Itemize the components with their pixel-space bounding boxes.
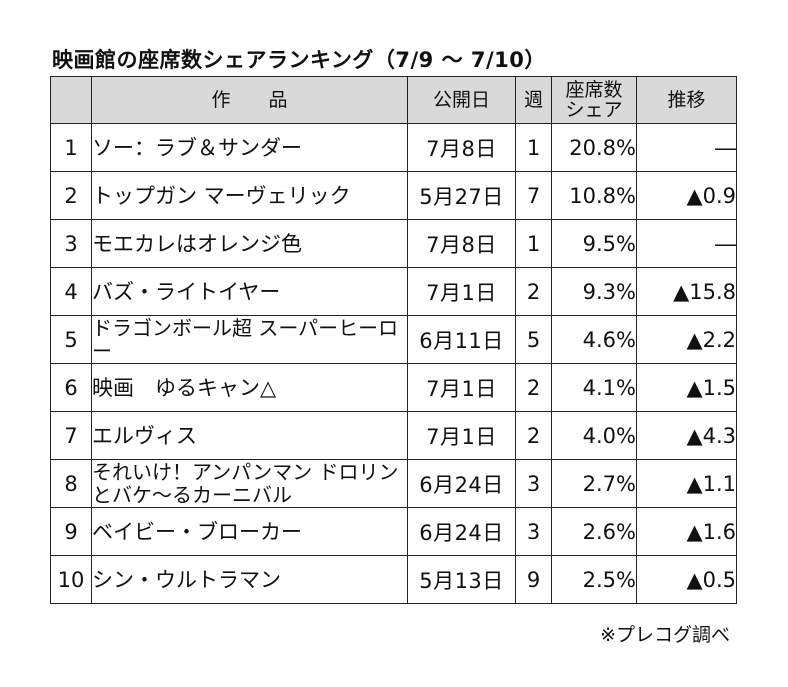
header-release: 公開日 (407, 76, 516, 124)
change-cell: ▲1.5 (636, 363, 737, 412)
header-row: 作 品 公開日 週 座席数 シェア 推移 (50, 76, 737, 124)
share-cell: 9.5% (551, 219, 637, 268)
title-cell: モエカレはオレンジ色 (91, 219, 408, 268)
weeks-cell: 7 (515, 171, 552, 220)
change-cell: ▲1.6 (636, 507, 737, 556)
rank-cell: 1 (50, 123, 92, 172)
rank-cell: 2 (50, 171, 92, 220)
header-change: 推移 (636, 76, 737, 124)
table-row: 9 ベイビー・ブローカー 6月24日 3 2.6% ▲1.6 (50, 507, 737, 556)
share-cell: 4.1% (551, 363, 637, 412)
share-cell: 2.6% (551, 507, 637, 556)
weeks-cell: 3 (515, 507, 552, 556)
release-cell: 7月8日 (407, 123, 516, 172)
weeks-cell: 2 (515, 411, 552, 460)
rank-cell: 3 (50, 219, 92, 268)
change-cell: ▲0.5 (636, 555, 737, 604)
weeks-cell: 1 (515, 123, 552, 172)
share-cell: 2.7% (551, 459, 637, 508)
header-title: 作 品 (91, 76, 408, 124)
weeks-cell: 9 (515, 555, 552, 604)
change-cell: ― (636, 219, 737, 268)
release-cell: 5月27日 (407, 171, 516, 220)
change-cell: ▲2.2 (636, 315, 737, 364)
page-title: 映画館の座席数シェアランキング（7/9 ～ 7/10） (52, 48, 546, 72)
title-cell: ベイビー・ブローカー (91, 507, 408, 556)
share-cell: 9.3% (551, 267, 637, 316)
weeks-cell: 2 (515, 267, 552, 316)
header-weeks: 週 (515, 76, 552, 124)
title-cell: ソー：ラブ＆サンダー (91, 123, 408, 172)
release-cell: 6月11日 (407, 315, 516, 364)
rank-cell: 9 (50, 507, 92, 556)
weeks-cell: 1 (515, 219, 552, 268)
release-cell: 6月24日 (407, 459, 516, 508)
change-cell: ― (636, 123, 737, 172)
title-cell: トップガン マーヴェリック (91, 171, 408, 220)
change-cell: ▲15.8 (636, 267, 737, 316)
share-cell: 20.8% (551, 123, 637, 172)
share-cell: 10.8% (551, 171, 637, 220)
table-row: 2 トップガン マーヴェリック 5月27日 7 10.8% ▲0.9 (50, 171, 737, 220)
change-cell: ▲0.9 (636, 171, 737, 220)
share-cell: 4.6% (551, 315, 637, 364)
change-cell: ▲1.1 (636, 459, 737, 508)
rank-cell: 6 (50, 363, 92, 412)
change-cell: ▲4.3 (636, 411, 737, 460)
weeks-cell: 5 (515, 315, 552, 364)
weeks-cell: 3 (515, 459, 552, 508)
header-rank (50, 76, 92, 124)
table-row: 5 ドラゴンボール超 スーパーヒーロー 6月11日 5 4.6% ▲2.2 (50, 315, 737, 364)
table-row: 8 それいけ！アンパンマン ドロリンとバケ～るカーニバル 6月24日 3 2.7… (50, 459, 737, 508)
table-row: 4 バズ・ライトイヤー 7月1日 2 9.3% ▲15.8 (50, 267, 737, 316)
rank-cell: 7 (50, 411, 92, 460)
weeks-cell: 2 (515, 363, 552, 412)
release-cell: 7月8日 (407, 219, 516, 268)
rank-cell: 10 (50, 555, 92, 604)
title-cell: 映画 ゆるキャン△ (91, 363, 408, 412)
title-cell: エルヴィス (91, 411, 408, 460)
release-cell: 6月24日 (407, 507, 516, 556)
table-row: 7 エルヴィス 7月1日 2 4.0% ▲4.3 (50, 411, 737, 460)
release-cell: 7月1日 (407, 363, 516, 412)
release-cell: 7月1日 (407, 267, 516, 316)
share-cell: 4.0% (551, 411, 637, 460)
title-cell: バズ・ライトイヤー (91, 267, 408, 316)
ranking-table: 作 品 公開日 週 座席数 シェア 推移 1 ソー：ラブ＆サンダー 7月8日 1… (50, 76, 737, 604)
rank-cell: 4 (50, 267, 92, 316)
release-cell: 5月13日 (407, 555, 516, 604)
table-row: 3 モエカレはオレンジ色 7月8日 1 9.5% ― (50, 219, 737, 268)
share-cell: 2.5% (551, 555, 637, 604)
rank-cell: 8 (50, 459, 92, 508)
release-cell: 7月1日 (407, 411, 516, 460)
title-cell: それいけ！アンパンマン ドロリンとバケ～るカーニバル (91, 459, 408, 508)
header-share: 座席数 シェア (551, 76, 637, 124)
title-cell: ドラゴンボール超 スーパーヒーロー (91, 315, 408, 364)
table-row: 6 映画 ゆるキャン△ 7月1日 2 4.1% ▲1.5 (50, 363, 737, 412)
table-row: 1 ソー：ラブ＆サンダー 7月8日 1 20.8% ― (50, 123, 737, 172)
table-row: 10 シン・ウルトラマン 5月13日 9 2.5% ▲0.5 (50, 555, 737, 604)
title-cell: シン・ウルトラマン (91, 555, 408, 604)
source-note: ※プレコグ調べ (600, 624, 730, 646)
rank-cell: 5 (50, 315, 92, 364)
